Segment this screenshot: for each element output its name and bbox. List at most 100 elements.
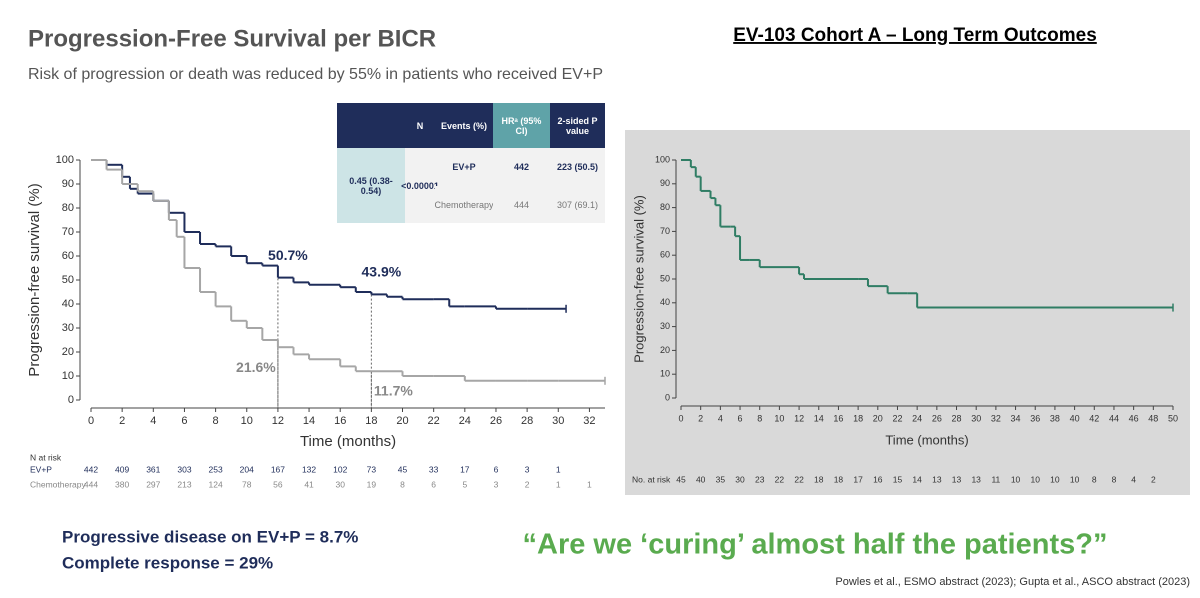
- at-risk-value: 18: [834, 474, 844, 484]
- chart-panel: [625, 130, 1190, 495]
- x-tick-label: 24: [459, 415, 471, 427]
- at-risk-value: 45: [398, 464, 408, 474]
- x-tick-label: 26: [932, 413, 942, 423]
- y-tick-label: 20: [660, 345, 670, 355]
- x-tick-label: 4: [150, 415, 156, 427]
- table-cell: 442: [493, 148, 550, 186]
- y-tick-label: 60: [660, 250, 670, 260]
- y-axis-label: Progression-free survival (%): [631, 195, 646, 363]
- table-header: Events (%): [435, 103, 493, 148]
- y-tick-label: 90: [62, 178, 74, 190]
- at-risk-value: 361: [146, 464, 160, 474]
- table-cell: 223 (50.5): [550, 148, 605, 186]
- citation: Powles et al., ESMO abstract (2023); Gup…: [835, 576, 1190, 588]
- slide-header: EV-103 Cohort A – Long Term Outcomes: [733, 25, 1097, 46]
- x-tick-label: 30: [552, 415, 564, 427]
- x-tick-label: 16: [334, 415, 346, 427]
- x-tick-label: 16: [833, 413, 843, 423]
- y-tick-label: 0: [68, 394, 74, 406]
- annotation: 50.7%: [268, 247, 308, 263]
- y-tick-label: 70: [660, 226, 670, 236]
- at-risk-value: 409: [115, 464, 129, 474]
- at-risk-value: 1: [556, 464, 561, 474]
- at-risk-value: 19: [367, 479, 377, 489]
- at-risk-value: 3: [525, 464, 530, 474]
- at-risk-value: 297: [146, 479, 160, 489]
- x-tick-label: 26: [490, 415, 502, 427]
- x-tick-label: 18: [853, 413, 863, 423]
- at-risk-value: 8: [1112, 474, 1117, 484]
- at-risk-value: 303: [177, 464, 191, 474]
- y-tick-label: 90: [660, 178, 670, 188]
- x-tick-label: 8: [213, 415, 219, 427]
- x-tick-label: 2: [698, 413, 703, 423]
- x-tick-label: 32: [583, 415, 595, 427]
- x-tick-label: 20: [396, 415, 408, 427]
- x-tick-label: 22: [428, 415, 440, 427]
- at-risk-value: 1: [587, 479, 592, 489]
- x-tick-label: 6: [181, 415, 187, 427]
- at-risk-value: 124: [209, 479, 223, 489]
- x-tick-label: 14: [814, 413, 824, 423]
- at-risk-value: 213: [177, 479, 191, 489]
- at-risk-value: 102: [333, 464, 347, 474]
- at-risk-value: 8: [1092, 474, 1097, 484]
- at-risk-value: 3: [494, 479, 499, 489]
- x-tick-label: 8: [757, 413, 762, 423]
- at-risk-value: 13: [932, 474, 942, 484]
- results-table: N Events (%) HRᵃ (95% CI) 2-sided P valu…: [337, 103, 605, 223]
- note: Progressive disease on EV+P = 8.7%: [62, 527, 358, 546]
- x-axis-label: Time (months): [300, 433, 396, 450]
- table-cell: 444: [493, 186, 550, 223]
- x-tick-label: 0: [678, 413, 683, 423]
- x-tick-label: 24: [912, 413, 922, 423]
- at-risk-value: 10: [1011, 474, 1021, 484]
- y-tick-label: 20: [62, 346, 74, 358]
- chart-subtitle: Risk of progression or death was reduced…: [28, 66, 603, 83]
- p-cell: <0.00001: [401, 148, 439, 223]
- x-tick-label: 12: [272, 415, 284, 427]
- y-axis-label: Progression-free survival (%): [26, 183, 43, 376]
- at-risk-value: 167: [271, 464, 285, 474]
- chart-title: Progression-Free Survival per BICR: [28, 25, 436, 52]
- at-risk-value: 33: [429, 464, 439, 474]
- x-tick-label: 10: [241, 415, 253, 427]
- y-tick-label: 0: [665, 392, 670, 402]
- y-tick-label: 10: [62, 370, 74, 382]
- x-tick-label: 12: [794, 413, 804, 423]
- at-risk-value: 22: [794, 474, 804, 484]
- x-tick-label: 42: [1089, 413, 1099, 423]
- y-tick-label: 50: [660, 273, 670, 283]
- x-tick-label: 18: [365, 415, 377, 427]
- y-tick-label: 80: [660, 202, 670, 212]
- at-risk-value: 18: [814, 474, 824, 484]
- at-risk-value: 8: [400, 479, 405, 489]
- at-risk-value: 30: [735, 474, 745, 484]
- at-risk-value: 14: [912, 474, 922, 484]
- at-risk-value: 11: [991, 474, 1000, 484]
- x-tick-label: 50: [1168, 413, 1178, 423]
- at-risk-value: 16: [873, 474, 883, 484]
- y-tick-label: 60: [62, 250, 74, 262]
- at-risk-value: 13: [971, 474, 981, 484]
- at-risk-value: 6: [431, 479, 436, 489]
- x-tick-label: 32: [991, 413, 1001, 423]
- at-risk-value: 10: [1031, 474, 1041, 484]
- at-risk-value: 6: [494, 464, 499, 474]
- x-tick-label: 20: [873, 413, 883, 423]
- y-tick-label: 10: [660, 369, 670, 379]
- at-risk-title: No. at risk: [632, 474, 671, 484]
- x-tick-label: 6: [738, 413, 743, 423]
- at-risk-value: 23: [755, 474, 765, 484]
- x-axis-label: Time (months): [885, 432, 968, 447]
- at-risk-value: 253: [209, 464, 223, 474]
- x-tick-label: 40: [1070, 413, 1080, 423]
- at-risk-value: 40: [696, 474, 706, 484]
- at-risk-value: 17: [853, 474, 863, 484]
- row-label: EV+P: [435, 148, 493, 186]
- y-tick-label: 30: [62, 322, 74, 334]
- at-risk-value: 380: [115, 479, 129, 489]
- x-tick-label: 2: [119, 415, 125, 427]
- x-tick-label: 38: [1050, 413, 1060, 423]
- at-risk-value: 15: [893, 474, 903, 484]
